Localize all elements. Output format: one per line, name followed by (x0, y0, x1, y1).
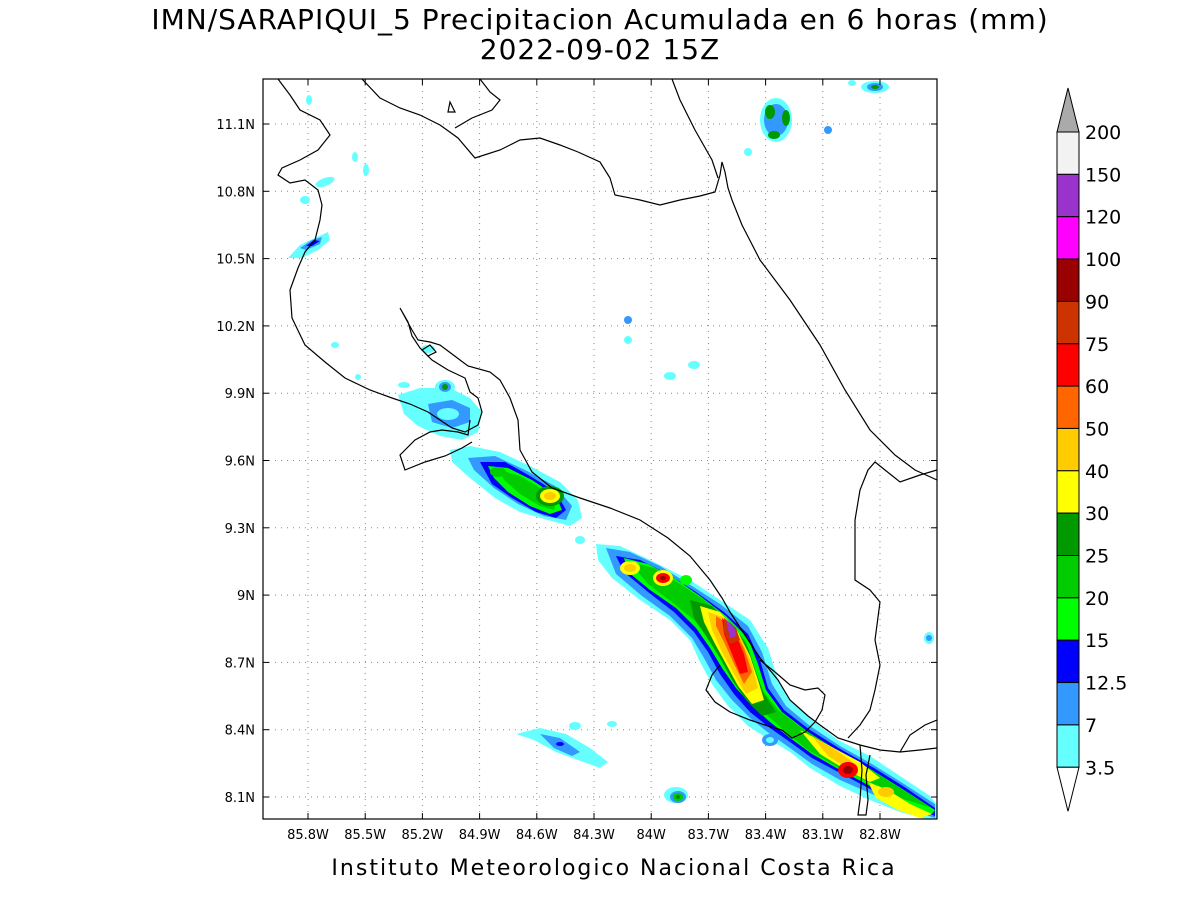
x-tick-label: 83.7W (687, 828, 729, 843)
colorbar-swatch (1056, 512, 1080, 557)
colorbar-swatch (1056, 682, 1080, 726)
colorbar-swatch (1056, 173, 1080, 218)
colorbar-label: 30 (1085, 503, 1109, 525)
colorbar-label: 120 (1085, 207, 1121, 229)
colorbar-label: 60 (1085, 376, 1109, 398)
y-tick-label: 8.7N (225, 656, 255, 671)
precipitation-field (288, 80, 937, 819)
precip-band-south-pacific (596, 544, 937, 819)
y-tick-label: 8.4N (225, 724, 255, 739)
y-tick-label: 11.1N (216, 118, 255, 133)
colorbar-label: 7 (1085, 715, 1097, 737)
colorbar-label: 20 (1085, 588, 1109, 610)
y-axis: 11.1N 10.8N 10.5N 10.2N 9.9N 9.6N 9.3N 9N 8.7N 8.… (216, 118, 937, 806)
colorbar-swatch (1056, 131, 1080, 175)
colorbar-swatch (1056, 470, 1080, 514)
colorbar-label: 15 (1085, 630, 1109, 652)
colorbar-label: 40 (1085, 461, 1109, 483)
y-tick-label: 10.5N (216, 253, 255, 268)
map-subtitle-datetime: 2022-09-02 15Z (479, 33, 721, 66)
x-tick-label: 83.4W (745, 828, 787, 843)
colorbar-label: 90 (1085, 291, 1109, 313)
colorbar-swatch (1056, 639, 1080, 684)
x-axis: 85.8W 85.5W 85.2W 84.9W 84.6W 84.3W 84W 83.7W 83… (287, 79, 901, 843)
precip-cell-caribbean (624, 80, 934, 644)
colorbar-swatch (1056, 427, 1080, 472)
precip-band-central-pacific (450, 446, 585, 544)
colorbar-swatch (1056, 258, 1080, 302)
colorbar-label: 12.5 (1085, 673, 1127, 695)
plot-frame (262, 78, 938, 820)
y-tick-label: 9.3N (225, 522, 255, 537)
y-tick-label: 9N (237, 589, 255, 604)
x-tick-label: 84.6W (516, 828, 558, 843)
colorbar-swatch (1056, 343, 1080, 387)
x-tick-label: 85.8W (287, 828, 329, 843)
colorbar-legend: 200 150 120 100 90 75 60 50 40 30 25 20 15 12.5 7 3.5 (1056, 87, 1127, 812)
y-tick-label: 9.6N (225, 455, 255, 470)
x-tick-label: 83.1W (802, 828, 844, 843)
colorbar-swatch (1056, 385, 1080, 429)
colorbar-label: 25 (1085, 546, 1109, 568)
coastlines (277, 79, 937, 816)
x-tick-label: 84.3W (573, 828, 615, 843)
x-tick-label: 84W (636, 828, 666, 843)
y-tick-label: 9.9N (225, 387, 255, 402)
colorbar-label: 75 (1085, 334, 1109, 356)
colorbar-swatch (1056, 555, 1080, 599)
precip-cell-nicoya (398, 380, 482, 440)
colorbar-bottom-arrow (1056, 766, 1080, 812)
map-gridlines (263, 79, 937, 819)
x-tick-label: 82.8W (859, 828, 901, 843)
y-tick-label: 8.1N (225, 791, 255, 806)
y-tick-label: 10.8N (216, 185, 255, 200)
colorbar-label: 3.5 (1085, 757, 1115, 779)
colorbar-label: 150 (1085, 164, 1121, 186)
colorbar-swatch (1056, 597, 1080, 641)
y-tick-label: 10.2N (216, 320, 255, 335)
precip-cell-offshore (516, 721, 688, 803)
colorbar-top-arrow (1056, 87, 1080, 133)
x-tick-label: 85.2W (401, 828, 443, 843)
x-tick-label: 85.5W (344, 828, 386, 843)
colorbar-label: 200 (1085, 122, 1121, 144)
colorbar-swatch (1056, 724, 1080, 768)
colorbar-label: 100 (1085, 249, 1121, 271)
colorbar-swatch (1056, 300, 1080, 345)
colorbar-swatch (1056, 216, 1080, 260)
footer-credit: Instituto Meteorologico Nacional Costa R… (331, 856, 897, 881)
colorbar-label: 50 (1085, 418, 1109, 440)
x-tick-label: 84.9W (459, 828, 501, 843)
map-title: IMN/SARAPIQUI_5 Precipitacion Acumulada … (151, 3, 1049, 36)
